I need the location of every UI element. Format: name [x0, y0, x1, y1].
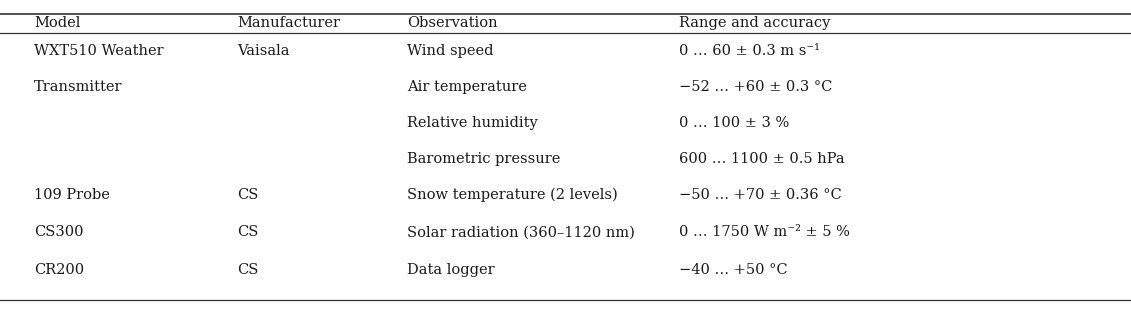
Text: −50 … +70 ± 0.36 °C: −50 … +70 ± 0.36 °C — [679, 188, 841, 202]
Text: WXT510 Weather: WXT510 Weather — [34, 45, 164, 58]
Text: 0 … 60 ± 0.3 m s⁻¹: 0 … 60 ± 0.3 m s⁻¹ — [679, 45, 820, 58]
Text: CR200: CR200 — [34, 263, 84, 277]
Text: Wind speed: Wind speed — [407, 45, 493, 58]
Text: 0 … 1750 W m⁻² ± 5 %: 0 … 1750 W m⁻² ± 5 % — [679, 226, 849, 239]
Text: Transmitter: Transmitter — [34, 80, 122, 94]
Text: CS300: CS300 — [34, 226, 84, 239]
Text: Solar radiation (360–1120 nm): Solar radiation (360–1120 nm) — [407, 226, 634, 239]
Text: Barometric pressure: Barometric pressure — [407, 152, 561, 166]
Text: −40 … +50 °C: −40 … +50 °C — [679, 263, 787, 277]
Text: Observation: Observation — [407, 17, 498, 30]
Text: Relative humidity: Relative humidity — [407, 116, 538, 130]
Text: CS: CS — [238, 188, 259, 202]
Text: Model: Model — [34, 17, 80, 30]
Text: −52 … +60 ± 0.3 °C: −52 … +60 ± 0.3 °C — [679, 80, 832, 94]
Text: CS: CS — [238, 226, 259, 239]
Text: Vaisala: Vaisala — [238, 45, 290, 58]
Text: 109 Probe: 109 Probe — [34, 188, 110, 202]
Text: Air temperature: Air temperature — [407, 80, 527, 94]
Text: Manufacturer: Manufacturer — [238, 17, 340, 30]
Text: CS: CS — [238, 263, 259, 277]
Text: Snow temperature (2 levels): Snow temperature (2 levels) — [407, 188, 618, 202]
Text: 0 … 100 ± 3 %: 0 … 100 ± 3 % — [679, 116, 788, 130]
Text: Range and accuracy: Range and accuracy — [679, 17, 830, 30]
Text: Data logger: Data logger — [407, 263, 494, 277]
Text: 600 … 1100 ± 0.5 hPa: 600 … 1100 ± 0.5 hPa — [679, 152, 844, 166]
